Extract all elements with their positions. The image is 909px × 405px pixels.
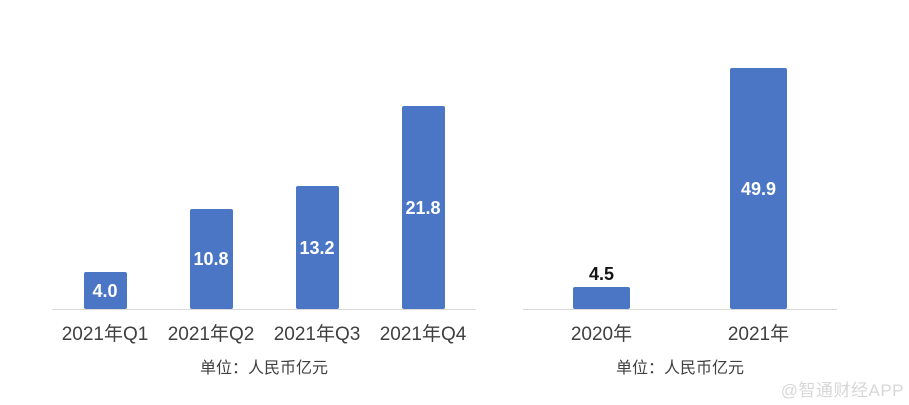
category-label: 2021年: [727, 324, 790, 345]
plot-area: 4.0 10.8 13.2 21.8: [52, 0, 476, 310]
category-label: 2021年Q2: [167, 324, 255, 345]
category-label: 2020年: [570, 324, 633, 345]
bar-slot: 4.0: [52, 272, 158, 309]
category-label: 2021年Q1: [61, 324, 149, 345]
watermark: @智通财经APP: [780, 381, 904, 400]
category-labels: 2021年Q1 2021年Q2 2021年Q3 2021年Q4: [52, 310, 476, 346]
bar-slot: 10.8: [158, 209, 264, 309]
category-label: 2021年Q4: [379, 324, 467, 345]
bar-2021年Q3: 13.2: [295, 186, 339, 309]
bar-2021年: 49.9: [730, 68, 787, 309]
bar-value-label: 4.0: [92, 280, 118, 301]
bar-value-label: 21.8: [405, 197, 441, 218]
chart-quarterly-revenue: 4.0 10.8 13.2 21.8 2021年Q1 2021年Q2 2021年Q3 202…: [52, 0, 476, 378]
bar-slot: 49.9: [680, 68, 837, 309]
bar-slot: 13.2: [264, 186, 370, 309]
bar-value-label: 10.8: [193, 249, 229, 269]
bar-value-label: 13.2: [299, 237, 335, 258]
unit-label: 单位：人民币亿元: [199, 360, 328, 377]
bar-slot: 21.8: [370, 106, 476, 309]
category-labels: 2020年 2021年: [523, 310, 837, 346]
chart-yearly-revenue: 4.5 49.9 2020年 2021年 单位：人民币亿元: [523, 0, 837, 378]
unit-label: 单位：人民币亿元: [615, 360, 744, 377]
bar-2021年Q1: 4.0: [83, 272, 127, 309]
bar-2021年Q2: 10.8: [189, 209, 233, 309]
bar-slot: 4.5: [523, 265, 680, 309]
bar-value-label: 49.9: [740, 178, 777, 199]
bar-value-label: 4.5: [588, 264, 615, 284]
bar-2021年Q4: 21.8: [401, 106, 445, 309]
bar-2020年: [573, 287, 630, 309]
plot-area: 4.5 49.9: [523, 0, 837, 310]
category-label: 2021年Q3: [273, 324, 361, 345]
